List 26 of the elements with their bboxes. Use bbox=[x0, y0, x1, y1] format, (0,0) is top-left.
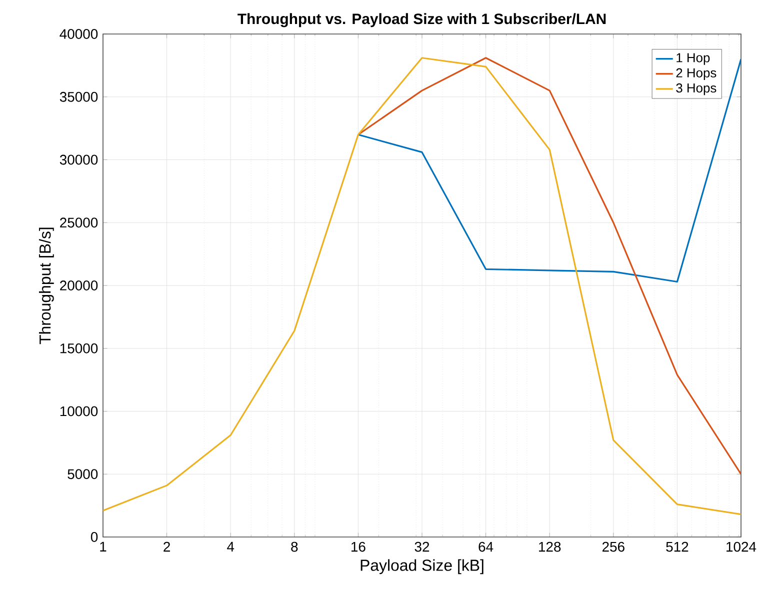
y-tick-label: 25000 bbox=[60, 218, 98, 228]
y-axis-title: Throughput [B/s] bbox=[39, 228, 54, 344]
y-tick-label: 15000 bbox=[60, 343, 98, 354]
x-tick-label: 1 bbox=[100, 542, 106, 552]
y-tick-label: 20000 bbox=[60, 280, 98, 290]
y-tick-label: 0 bbox=[90, 532, 98, 542]
chart-title: Throughput vs. Payload Size with 1 Subscriber/LAN bbox=[238, 13, 606, 28]
x-tick-label: 128 bbox=[539, 542, 561, 552]
y-tick-label: 35000 bbox=[60, 92, 98, 102]
x-axis-title: Payload Size [kB] bbox=[360, 559, 484, 574]
x-tick-label: 2 bbox=[164, 542, 170, 552]
x-tick-label: 512 bbox=[666, 542, 688, 552]
x-tick-label: 4 bbox=[227, 542, 234, 552]
y-tick-label: 10000 bbox=[60, 406, 98, 416]
x-tick-label: 16 bbox=[352, 542, 366, 552]
legend-label: 1 Hop bbox=[676, 53, 710, 65]
y-tick-label: 5000 bbox=[68, 469, 98, 480]
legend-label: 2 Hops bbox=[676, 68, 716, 80]
x-tick-label: 256 bbox=[602, 542, 624, 552]
y-tick-label: 40000 bbox=[60, 29, 98, 39]
x-tick-label: 8 bbox=[291, 542, 298, 552]
x-tick-label: 64 bbox=[478, 542, 494, 552]
legend-label: 3 Hops bbox=[676, 83, 716, 96]
x-tick-label: 1024 bbox=[726, 542, 756, 552]
y-tick-label: 30000 bbox=[60, 154, 98, 165]
x-tick-label: 32 bbox=[414, 542, 430, 552]
